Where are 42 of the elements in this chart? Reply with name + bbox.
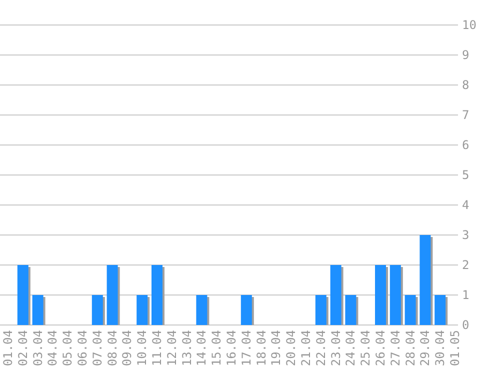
x-tick-label: 21.04 — [299, 330, 313, 366]
x-tick-label: 20.04 — [284, 330, 298, 366]
y-tick-label: 4 — [462, 198, 470, 212]
x-tick-label: 08.04 — [105, 330, 120, 366]
x-tick-label: 16.04 — [224, 330, 238, 366]
y-tick-label: 7 — [462, 108, 470, 122]
x-tick-label: 02.04 — [16, 330, 30, 366]
y-tick-label: 5 — [462, 168, 470, 182]
x-tick-label: 13.04 — [180, 330, 194, 366]
x-tick-label: 06.04 — [76, 330, 90, 366]
x-tick-label: 07.04 — [90, 330, 104, 366]
x-tick-label: 24.04 — [344, 330, 358, 366]
y-tick-label: 3 — [462, 228, 470, 242]
x-tick-label: 30.04 — [433, 330, 448, 366]
x-tick-label: 26.04 — [374, 330, 388, 366]
x-tick-label: 04.04 — [46, 330, 60, 366]
x-tick-label: 17.04 — [239, 330, 254, 366]
x-tick-label: 27.04 — [388, 330, 402, 366]
x-tick-label: 15.04 — [210, 330, 224, 366]
x-tick-label: 14.04 — [194, 330, 209, 366]
y-tick-label: 2 — [462, 258, 470, 272]
x-tick-label: 22.04 — [314, 330, 328, 366]
x-tick-label: 28.04 — [403, 330, 418, 366]
x-tick-label: 29.04 — [418, 330, 432, 366]
y-tick-label: 8 — [462, 78, 470, 92]
x-tick-label: 03.04 — [30, 330, 45, 366]
x-tick-label: 23.04 — [328, 330, 343, 366]
x-tick-label: 05.04 — [60, 330, 75, 366]
x-tick-label: 10.04 — [135, 330, 150, 366]
y-tick-label: 1 — [462, 288, 470, 302]
y-tick-label: 0 — [462, 318, 470, 332]
x-tick-label: 18.04 — [254, 330, 268, 366]
y-tick-label: 6 — [462, 138, 470, 152]
x-tick-label: 12.04 — [164, 330, 179, 366]
y-tick-label: 9 — [462, 48, 470, 62]
x-tick-label: 01.04 — [1, 330, 15, 366]
x-tick-label: 01.05 — [448, 330, 462, 366]
x-tick-label: 11.04 — [150, 330, 164, 366]
x-tick-label: 19.04 — [269, 330, 284, 366]
x-tick-label: 25.04 — [358, 330, 373, 366]
x-tick-label: 09.04 — [120, 330, 134, 366]
y-tick-label: 10 — [462, 18, 476, 32]
